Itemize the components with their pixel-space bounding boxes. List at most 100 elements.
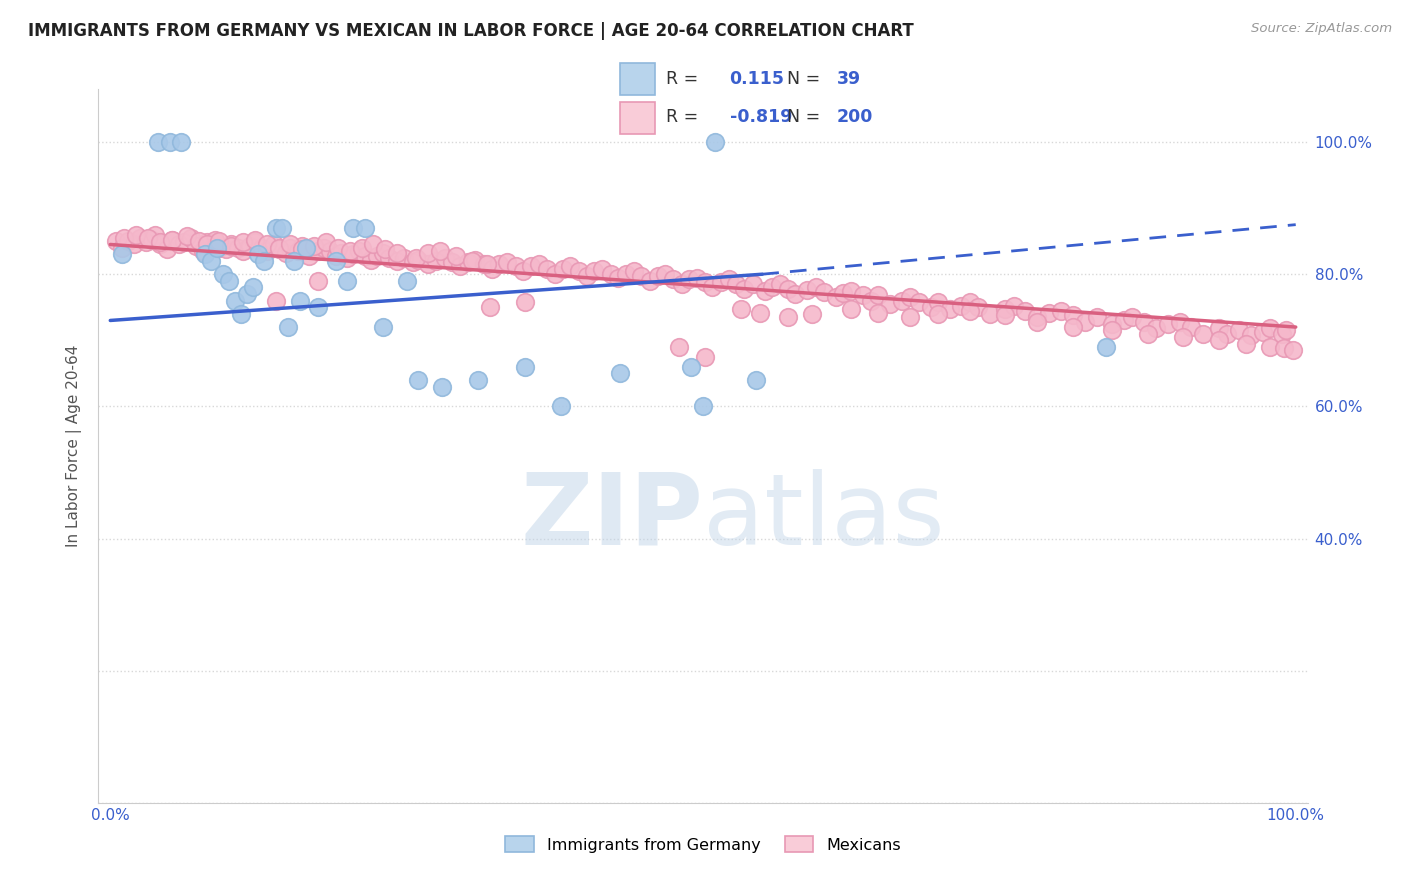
Point	[1234, 336, 1257, 351]
Point	[1014, 303, 1036, 318]
Text: 0.115: 0.115	[730, 70, 785, 88]
Point	[291, 242, 314, 256]
Point	[1171, 330, 1194, 344]
Point	[481, 261, 503, 276]
Point	[1216, 326, 1239, 341]
Point	[900, 290, 922, 304]
Point	[371, 320, 394, 334]
Point	[253, 254, 276, 268]
Point	[1258, 321, 1281, 335]
Point	[745, 373, 768, 387]
Point	[350, 241, 373, 255]
Point	[247, 247, 270, 261]
Point	[796, 283, 818, 297]
Point	[879, 297, 901, 311]
Point	[1240, 328, 1263, 343]
Point	[360, 252, 382, 267]
Point	[967, 300, 990, 314]
Point	[432, 379, 454, 393]
Point	[536, 261, 558, 276]
Point	[449, 260, 471, 274]
Point	[167, 237, 190, 252]
Point	[330, 246, 353, 260]
Point	[927, 307, 949, 321]
Point	[575, 268, 598, 283]
Point	[160, 233, 183, 247]
Point	[1275, 323, 1298, 337]
Point	[176, 228, 198, 243]
Point	[778, 282, 800, 296]
FancyBboxPatch shape	[620, 102, 655, 134]
Point	[200, 254, 222, 268]
Point	[395, 274, 418, 288]
Point	[219, 237, 242, 252]
Point	[271, 221, 294, 235]
Point	[339, 244, 361, 258]
Point	[1121, 310, 1143, 325]
Point	[907, 295, 929, 310]
Point	[232, 235, 254, 250]
Point	[785, 287, 807, 301]
Point	[1038, 305, 1060, 319]
Point	[959, 303, 981, 318]
Point	[488, 257, 510, 271]
Point	[703, 135, 725, 149]
Point	[614, 267, 637, 281]
Point	[170, 135, 193, 149]
Point	[515, 295, 537, 310]
Point	[280, 241, 302, 255]
Point	[1101, 317, 1123, 331]
Point	[529, 257, 551, 271]
Point	[256, 244, 278, 258]
Point	[1251, 326, 1274, 340]
FancyBboxPatch shape	[620, 63, 655, 95]
Point	[599, 267, 621, 281]
Point	[457, 255, 479, 269]
Point	[156, 242, 179, 256]
Point	[342, 221, 364, 235]
Point	[180, 231, 202, 245]
Point	[416, 257, 439, 271]
Point	[824, 290, 846, 304]
Point	[1112, 313, 1135, 327]
Point	[325, 254, 347, 268]
Point	[520, 260, 543, 274]
Point	[748, 305, 770, 319]
Point	[1180, 320, 1202, 334]
Point	[1227, 323, 1250, 337]
Point	[111, 241, 134, 255]
Point	[224, 293, 246, 308]
Point	[125, 227, 148, 242]
Point	[477, 257, 499, 271]
Point	[307, 300, 329, 314]
Point	[950, 299, 973, 313]
Point	[1208, 321, 1230, 335]
Point	[408, 252, 430, 267]
Point	[325, 249, 347, 263]
Point	[318, 244, 340, 258]
Point	[146, 135, 169, 149]
Point	[567, 264, 589, 278]
Point	[553, 261, 575, 276]
Point	[761, 280, 783, 294]
Point	[394, 251, 416, 265]
Point	[831, 285, 853, 300]
Point	[283, 254, 305, 268]
Point	[718, 272, 741, 286]
Point	[363, 237, 385, 252]
Point	[302, 239, 325, 253]
Point	[256, 237, 278, 252]
Point	[515, 359, 537, 374]
Point	[149, 235, 172, 250]
Point	[336, 251, 359, 265]
Point	[979, 307, 1001, 321]
Point	[702, 280, 724, 294]
Point	[478, 300, 501, 314]
Point	[1192, 326, 1215, 341]
Point	[734, 282, 756, 296]
Point	[769, 277, 792, 292]
Text: -0.819: -0.819	[730, 108, 792, 127]
Point	[891, 293, 914, 308]
Point	[1136, 326, 1159, 341]
Point	[425, 254, 447, 268]
